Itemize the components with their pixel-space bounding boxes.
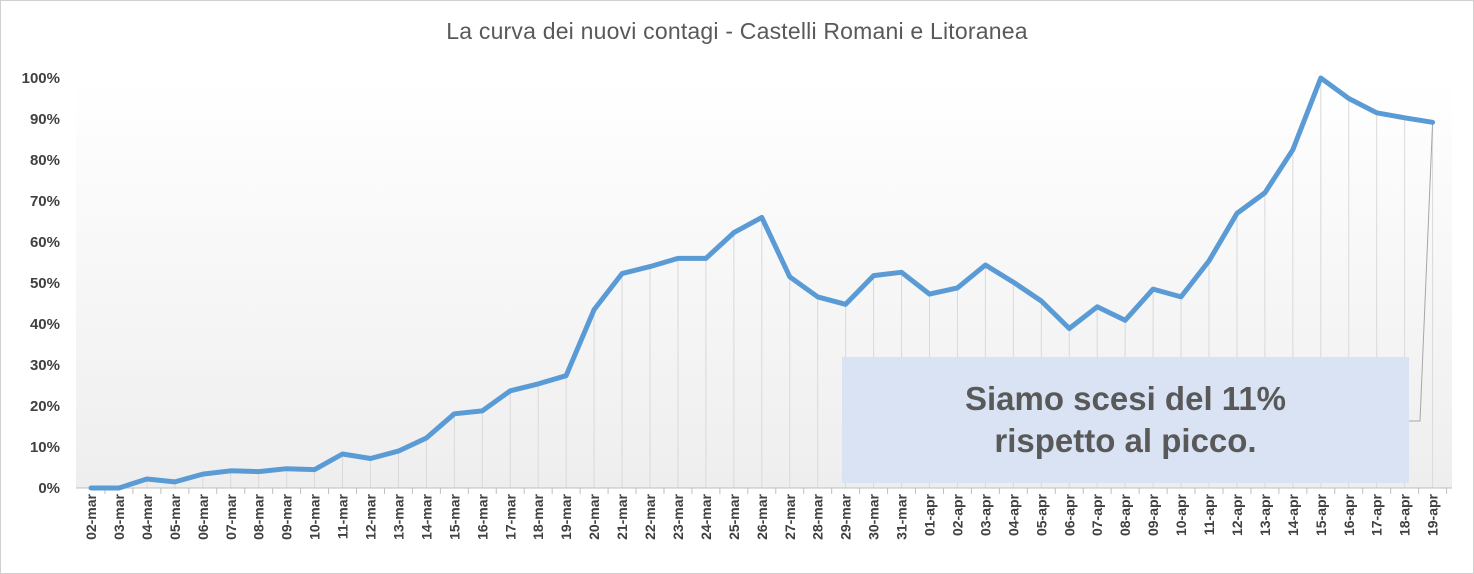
x-tick-label: 08-apr [1117,493,1133,536]
x-tick-label: 04-apr [1005,493,1021,536]
x-tick-label: 10-mar [307,493,323,539]
x-tick-label: 10-apr [1173,493,1189,536]
x-tick-label: 23-mar [670,493,686,539]
x-tick-label: 12-mar [363,493,379,539]
x-tick-label: 15-mar [446,493,462,539]
x-tick-label: 13-mar [390,493,406,539]
y-tick-label: 20% [30,398,60,415]
x-tick-label: 17-mar [502,493,518,539]
x-tick-label: 09-mar [279,493,295,539]
x-tick-label: 04-mar [139,493,155,539]
x-tick-label: 01-apr [922,493,938,536]
x-tick-label: 12-apr [1229,493,1245,536]
x-tick-label: 15-apr [1313,493,1329,536]
x-tick-label: 30-mar [866,493,882,539]
x-tick-label: 20-mar [586,493,602,539]
y-tick-label: 80% [30,152,60,169]
x-tick-label: 26-mar [754,493,770,539]
x-tick-label: 03-apr [977,493,993,536]
x-tick-label: 18-mar [530,493,546,539]
x-tick-label: 14-mar [418,493,434,539]
y-tick-label: 50% [30,275,60,292]
x-tick-label: 29-mar [838,493,854,539]
x-tick-label: 25-mar [726,493,742,539]
x-tick-label: 09-apr [1145,493,1161,536]
series-line [88,75,1436,491]
y-tick-label: 40% [30,316,60,333]
x-tick-label: 28-mar [810,493,826,539]
y-axis: 0% 10% 20% 30% 40% 50% 60% 70% 80% 90% 100% [22,70,60,497]
x-tick-label: 02-mar [83,493,99,539]
x-tick-label: 07-mar [223,493,239,539]
x-tick-label: 13-apr [1257,493,1273,536]
annotation-callout: Siamo scesi del 11% rispetto al picco. [842,357,1409,483]
annotation-line-1: Siamo scesi del 11% [964,380,1287,417]
x-tick-label: 19-mar [558,493,574,539]
chart-title: La curva dei nuovi contagi - Castelli Ro… [446,18,1028,44]
annotation-line-2: rispetto al picco. [994,422,1257,459]
x-tick-label: 24-mar [698,493,714,539]
x-tick-label: 16-apr [1341,493,1357,536]
y-tick-label: 100% [22,70,60,87]
y-tick-label: 30% [30,357,60,374]
x-tick-label: 16-mar [474,493,490,539]
x-axis: 02-mar 03-mar 04-mar 05-mar 06-mar 07-mar 08-m… [83,493,1441,539]
y-tick-label: 0% [38,480,60,497]
y-tick-label: 70% [30,193,60,210]
x-tick-label: 08-mar [251,493,267,539]
x-tick-label: 06-apr [1061,493,1077,536]
x-tick-label: 19-apr [1425,493,1441,536]
x-tick-label: 11-apr [1201,493,1217,535]
x-tick-marks [104,488,1448,494]
x-tick-label: 11-mar [335,493,351,539]
y-tick-label: 10% [30,439,60,456]
x-tick-label: 06-mar [195,493,211,539]
x-tick-label: 17-apr [1369,493,1385,536]
x-tick-label: 22-mar [642,493,658,539]
x-tick-label: 27-mar [782,493,798,539]
x-tick-label: 21-mar [614,493,630,539]
x-tick-label: 14-apr [1285,493,1301,536]
x-tick-label: 05-apr [1033,493,1049,536]
x-tick-label: 07-apr [1089,493,1105,536]
x-tick-label: 02-apr [949,493,965,536]
x-tick-label: 03-mar [111,493,127,539]
x-tick-label: 31-mar [894,493,910,539]
callout-leader-line [1409,122,1434,422]
y-tick-label: 90% [30,111,60,128]
x-tick-label: 18-apr [1397,493,1413,536]
y-tick-label: 60% [30,234,60,251]
x-tick-label: 05-mar [167,493,183,539]
